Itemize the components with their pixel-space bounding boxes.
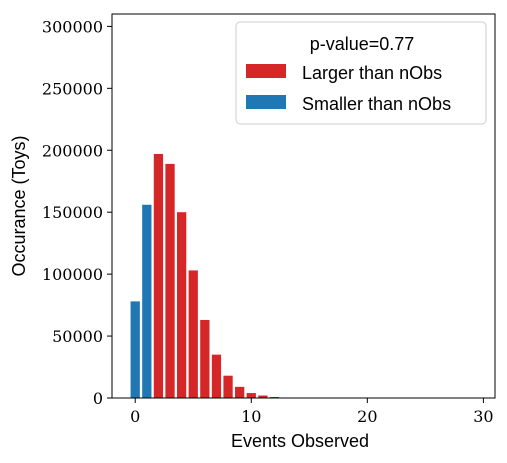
x-axis-label: Events Observed — [231, 431, 369, 451]
y-tick-label-50000: 50000 — [52, 327, 103, 346]
legend-label-smaller: Smaller than nObs — [302, 94, 451, 114]
bar-larger-10 — [246, 393, 256, 398]
x-axis: 0 10 20 30 — [130, 398, 494, 426]
legend-label-larger: Larger than nObs — [302, 63, 442, 83]
legend-swatch-larger — [246, 64, 286, 78]
y-tick-label-150000: 150000 — [42, 203, 103, 222]
x-tick-label-20: 20 — [357, 407, 377, 426]
bar-larger-5 — [188, 270, 198, 398]
x-tick-label-30: 30 — [473, 407, 493, 426]
y-tick-label-100000: 100000 — [42, 265, 103, 284]
bar-larger-2 — [153, 153, 164, 398]
legend-box — [235, 21, 487, 125]
bar-larger-4 — [176, 212, 187, 398]
legend-swatch-smaller — [246, 95, 286, 109]
bars-layer — [130, 153, 291, 398]
legend: p-value=0.77 Larger than nObs Smaller th… — [235, 21, 487, 125]
bar-larger-6 — [200, 319, 210, 398]
bar-larger-7 — [211, 354, 222, 398]
bar-larger-3 — [165, 163, 175, 398]
legend-title: p-value=0.77 — [310, 34, 415, 54]
bar-larger-9 — [235, 386, 245, 398]
bar-larger-11 — [258, 395, 268, 398]
bar-smaller-0 — [130, 301, 140, 398]
x-tick-label-10: 10 — [241, 407, 261, 426]
x-tick-label-0: 0 — [130, 407, 140, 426]
y-tick-label-250000: 250000 — [42, 79, 103, 98]
bar-smaller-1 — [142, 204, 152, 398]
y-axis: 0 50000 100000 150000 200000 250000 300000 — [42, 17, 112, 408]
y-axis-label: Occurance (Toys) — [9, 135, 29, 276]
plot-frame — [111, 13, 496, 399]
y-tick-label-200000: 200000 — [42, 141, 103, 160]
y-tick-label-300000: 300000 — [42, 17, 103, 36]
y-tick-label-0: 0 — [93, 389, 103, 408]
bar-larger-8 — [223, 375, 233, 398]
